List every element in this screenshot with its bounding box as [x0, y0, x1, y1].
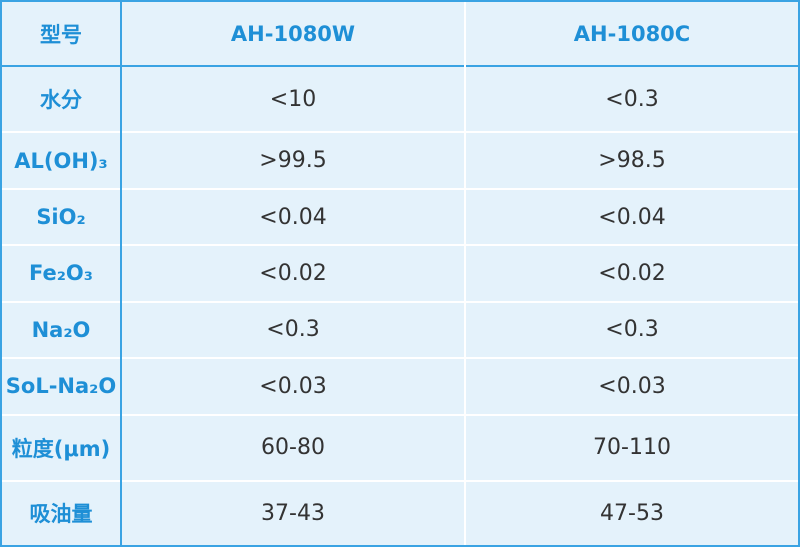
- row-label: 粒度(μm): [2, 413, 122, 481]
- cell: 37-43: [121, 479, 466, 545]
- cell: 60-80: [121, 413, 466, 481]
- cell: >98.5: [465, 131, 798, 189]
- cell: <0.04: [121, 187, 466, 246]
- data-row: 粒度(μm) 60-80 70-110: [2, 413, 798, 481]
- cell: <0.03: [121, 357, 466, 415]
- row-label: Fe₂O₃: [2, 244, 122, 302]
- data-row: 吸油量 37-43 47-53: [2, 479, 798, 545]
- row-label: 吸油量: [2, 479, 122, 545]
- row-label: AL(OH)₃: [2, 131, 122, 189]
- data-row: Fe₂O₃ <0.02 <0.02: [2, 244, 798, 302]
- row-label: 水分: [2, 65, 122, 133]
- cell: <0.3: [465, 65, 798, 133]
- cell: 70-110: [465, 413, 798, 481]
- row-label: SiO₂: [2, 187, 122, 246]
- cell: AH-1080C: [573, 21, 691, 46]
- data-row: 水分 <10 <0.3: [2, 65, 798, 133]
- cell: <0.02: [121, 244, 466, 302]
- cell: <0.02: [465, 244, 798, 302]
- cell: <0.04: [465, 187, 798, 246]
- data-row: SiO₂ <0.04 <0.04: [2, 187, 798, 246]
- cell: <0.3: [121, 300, 466, 359]
- data-row: AL(OH)₃ >99.5 >98.5: [2, 131, 798, 189]
- row-label: Na₂O: [2, 300, 122, 359]
- cell: <0.03: [465, 357, 798, 415]
- data-row: SoL-Na₂O <0.03 <0.03: [2, 357, 798, 415]
- header-row: 型号 AH-1080W AH-1080C: [2, 2, 798, 67]
- row-label: SoL-Na₂O: [2, 357, 122, 415]
- cell: <10: [121, 65, 466, 133]
- data-row: Na₂O <0.3 <0.3: [2, 300, 798, 359]
- cell: AH-1080W: [121, 2, 466, 67]
- cell: <0.3: [465, 300, 798, 359]
- cell: >99.5: [121, 131, 466, 189]
- row-label: 型号: [2, 2, 122, 67]
- cell: 47-53: [465, 479, 798, 545]
